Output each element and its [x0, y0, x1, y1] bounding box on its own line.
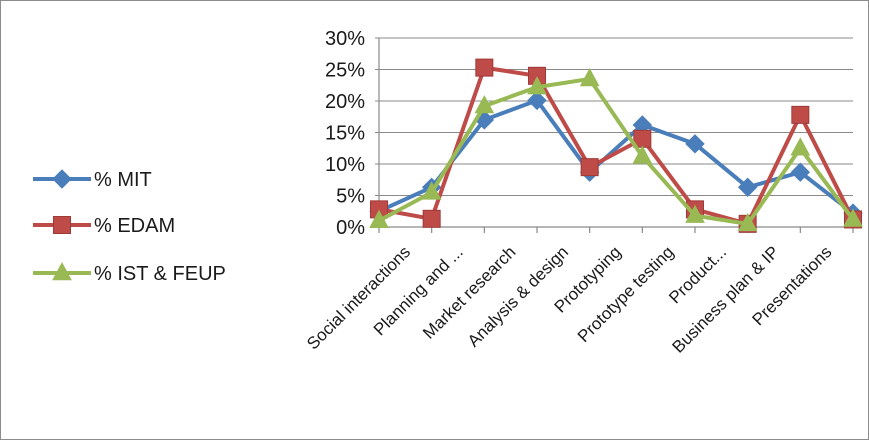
series-2: [369, 67, 863, 232]
legend-item: % IST & FEUP: [33, 262, 226, 285]
legend: % MIT % EDAM % IST & FEUP: [33, 169, 226, 285]
data-point: [527, 90, 547, 111]
y-tick-label: 5%: [336, 186, 365, 208]
data-point: [632, 145, 653, 164]
data-point: [685, 134, 705, 154]
data-point: [737, 212, 758, 232]
data-point: [369, 209, 389, 228]
y-tick-label: 0%: [336, 217, 365, 239]
data-point: [685, 204, 705, 223]
series-line: [378, 65, 855, 226]
data-point: [790, 162, 811, 182]
series-lines: [369, 58, 863, 233]
legend-label: % EDAM: [94, 215, 175, 237]
data-point: [579, 67, 600, 87]
series-line: [378, 76, 855, 226]
legend-label: % MIT: [94, 169, 152, 191]
y-tick-label: 25%: [325, 60, 365, 82]
data-point: [475, 58, 494, 77]
y-tick-label: 10%: [325, 154, 365, 176]
y-axis-ticks: 0% 5% 10% 15% 20% 25% 30%: [325, 28, 365, 239]
data-point: [422, 209, 441, 228]
data-point: [527, 76, 547, 95]
legend-marker: [52, 169, 72, 189]
legend-marker: [52, 262, 72, 281]
data-point: [843, 208, 863, 227]
gridlines: [375, 37, 853, 228]
data-point: [737, 177, 758, 198]
x-tick-label: Planning and ...: [370, 242, 467, 339]
x-tick-label: Prototype testing: [574, 242, 678, 346]
series-1: [370, 58, 862, 233]
legend-item: % MIT: [33, 169, 152, 191]
y-tick-label: 15%: [325, 123, 365, 145]
data-point: [474, 95, 495, 114]
data-point: [790, 137, 811, 156]
x-tick-label: Market research: [419, 242, 519, 342]
data-point: [791, 105, 810, 124]
legend-label: % IST & FEUP: [94, 263, 226, 285]
data-point: [421, 181, 442, 200]
y-tick-label: 30%: [325, 28, 365, 50]
legend-marker: [53, 216, 71, 234]
series-line: [378, 98, 855, 215]
y-tick-label: 20%: [325, 91, 365, 113]
series-0: [369, 90, 863, 223]
data-point: [580, 158, 599, 177]
legend-item: % EDAM: [33, 215, 175, 237]
